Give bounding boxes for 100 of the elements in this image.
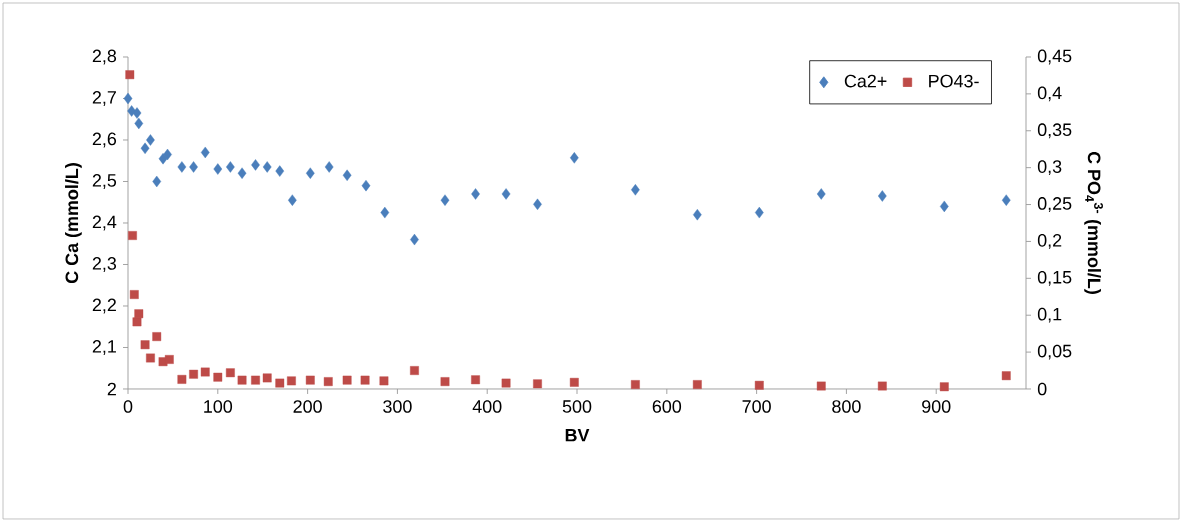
y2-tick-label: 0,2 (1037, 234, 1062, 249)
point (275, 165, 285, 177)
point (878, 190, 887, 202)
point (324, 161, 334, 173)
y-tick-label: 2,1 (92, 340, 116, 355)
y-tick-label: 2,3 (92, 257, 117, 272)
point (237, 375, 247, 385)
point (129, 290, 139, 299)
y-axis-title: C Ca (mmol/L) (65, 163, 82, 284)
point (754, 206, 764, 219)
point (342, 169, 352, 181)
point (471, 188, 480, 200)
point (152, 175, 162, 188)
y-tick-label: 2,4 (92, 215, 117, 231)
point (213, 163, 223, 175)
point (816, 381, 826, 391)
point (287, 376, 296, 386)
x-tick-label: 900 (922, 400, 951, 413)
point (146, 134, 155, 146)
x-tick-label: 600 (652, 400, 682, 413)
x-tick-label: 300 (383, 400, 412, 413)
point (323, 377, 333, 387)
point (125, 70, 135, 80)
point (134, 309, 144, 319)
point (361, 179, 371, 192)
point (237, 167, 247, 179)
point (471, 375, 480, 385)
point (380, 206, 390, 219)
point (288, 194, 297, 206)
y2-tick-label: 0,15 (1037, 270, 1072, 286)
point (569, 377, 579, 387)
x-tick-label: 0 (123, 400, 133, 413)
point (189, 161, 198, 173)
point (262, 373, 272, 383)
point (305, 167, 315, 179)
point (152, 332, 162, 341)
y2-tick-label: 0,25 (1037, 197, 1072, 212)
y-tick-label: 2,2 (92, 298, 116, 314)
point (569, 152, 579, 164)
x-axis-title: BV (565, 429, 590, 442)
point (200, 146, 210, 159)
point (440, 377, 450, 387)
y-tick-label: 2,7 (92, 91, 116, 106)
point (939, 200, 949, 213)
y2-axis-title: C PO$_{4}$$^{3-}$ (mmol/L) (1084, 151, 1103, 294)
point (177, 375, 187, 384)
point (275, 378, 285, 388)
point (213, 372, 223, 382)
x-tick-label: 400 (472, 400, 502, 413)
y-tick-label: 2 (107, 382, 116, 396)
point (379, 376, 389, 386)
y-tick-label: 2,8 (92, 49, 117, 65)
point (226, 161, 235, 173)
y2-tick-label: 0,05 (1037, 344, 1072, 360)
point (754, 380, 764, 390)
point (251, 159, 260, 171)
point (225, 368, 235, 378)
point (140, 340, 150, 350)
y2-tick-label: 0,3 (1037, 160, 1062, 176)
point (262, 161, 272, 173)
point (189, 369, 198, 379)
point (816, 188, 826, 200)
point (440, 194, 450, 206)
x-tick-label: 700 (742, 400, 771, 413)
point (501, 188, 511, 200)
point (140, 142, 150, 154)
point (410, 366, 419, 375)
point (533, 379, 542, 389)
y2-tick-label: 0,45 (1037, 49, 1072, 65)
point (128, 231, 137, 240)
y-tick-label: 2,6 (92, 132, 117, 148)
x-tick-label: 200 (293, 400, 322, 413)
point (132, 317, 142, 327)
legend-label: PO43- (929, 74, 979, 88)
point (631, 184, 640, 196)
point (132, 107, 142, 119)
x-tick-label: 100 (204, 400, 233, 413)
point (200, 367, 210, 377)
point (177, 161, 187, 173)
legend-label: Ca2+ (844, 74, 887, 88)
point (1001, 194, 1011, 206)
point (146, 353, 155, 363)
point (877, 381, 887, 391)
x-tick-label: 500 (562, 400, 592, 413)
point (360, 375, 370, 385)
point (305, 375, 315, 385)
point (501, 378, 511, 388)
x-tick-label: 800 (832, 400, 861, 413)
point (134, 117, 144, 130)
point (939, 382, 949, 392)
point (692, 380, 702, 389)
point (1001, 371, 1011, 381)
point (251, 375, 260, 385)
y2-tick-label: 0,4 (1037, 86, 1062, 102)
y2-tick-label: 0 (1037, 382, 1047, 396)
point (342, 375, 352, 385)
y2-tick-label: 0,35 (1037, 123, 1072, 139)
point (164, 355, 174, 364)
y-tick-label: 2,5 (92, 174, 117, 189)
point (123, 92, 133, 105)
